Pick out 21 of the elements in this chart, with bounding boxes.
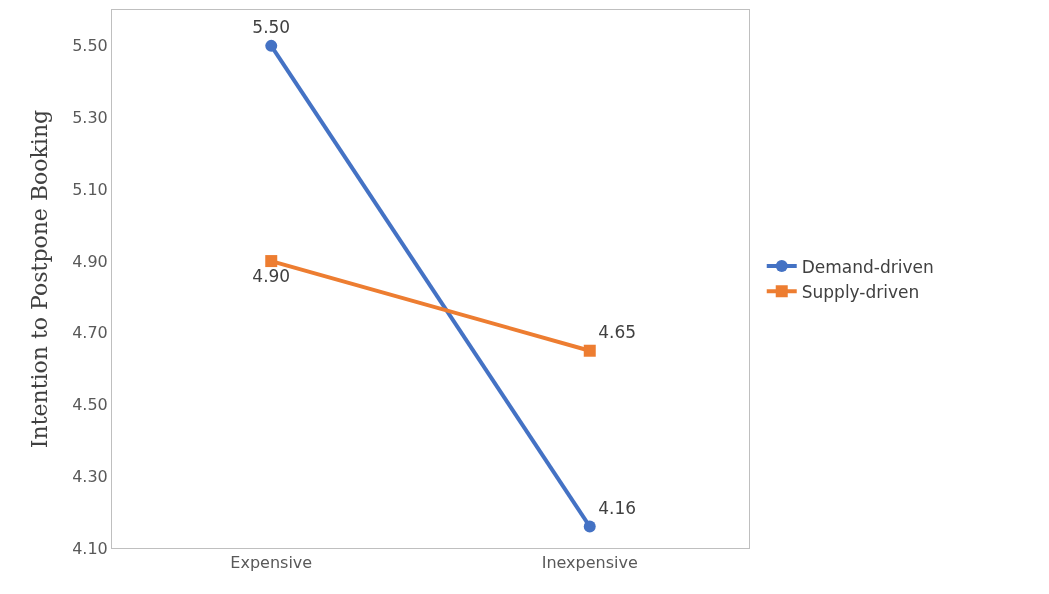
point (583, 520, 596, 533)
data-label: 5.50 (252, 17, 291, 38)
y-tick-label: 5.10 (72, 179, 108, 199)
x-tick-label: Inexpensive (541, 553, 638, 573)
point (265, 255, 278, 268)
point (265, 39, 278, 52)
y-tick-label: 4.30 (72, 466, 108, 486)
legend-label: Supply-driven (801, 281, 920, 302)
y-tick-label: 4.50 (72, 395, 108, 415)
y-tick-label: 4.90 (72, 251, 108, 271)
y-tick-label: 5.50 (72, 36, 108, 56)
data-label: 4.16 (598, 497, 637, 518)
data-label: 4.65 (598, 321, 637, 342)
legend-label: Demand-driven (801, 256, 934, 277)
point (583, 344, 596, 357)
y-tick-label: 4.10 (72, 538, 108, 558)
data-label: 4.90 (252, 266, 291, 287)
y-axis-title: Intention to Postpone Booking (26, 109, 52, 449)
y-tick-label: 5.30 (72, 108, 108, 128)
y-tick-label: 4.70 (72, 323, 108, 343)
x-tick-label: Expensive (230, 553, 313, 573)
